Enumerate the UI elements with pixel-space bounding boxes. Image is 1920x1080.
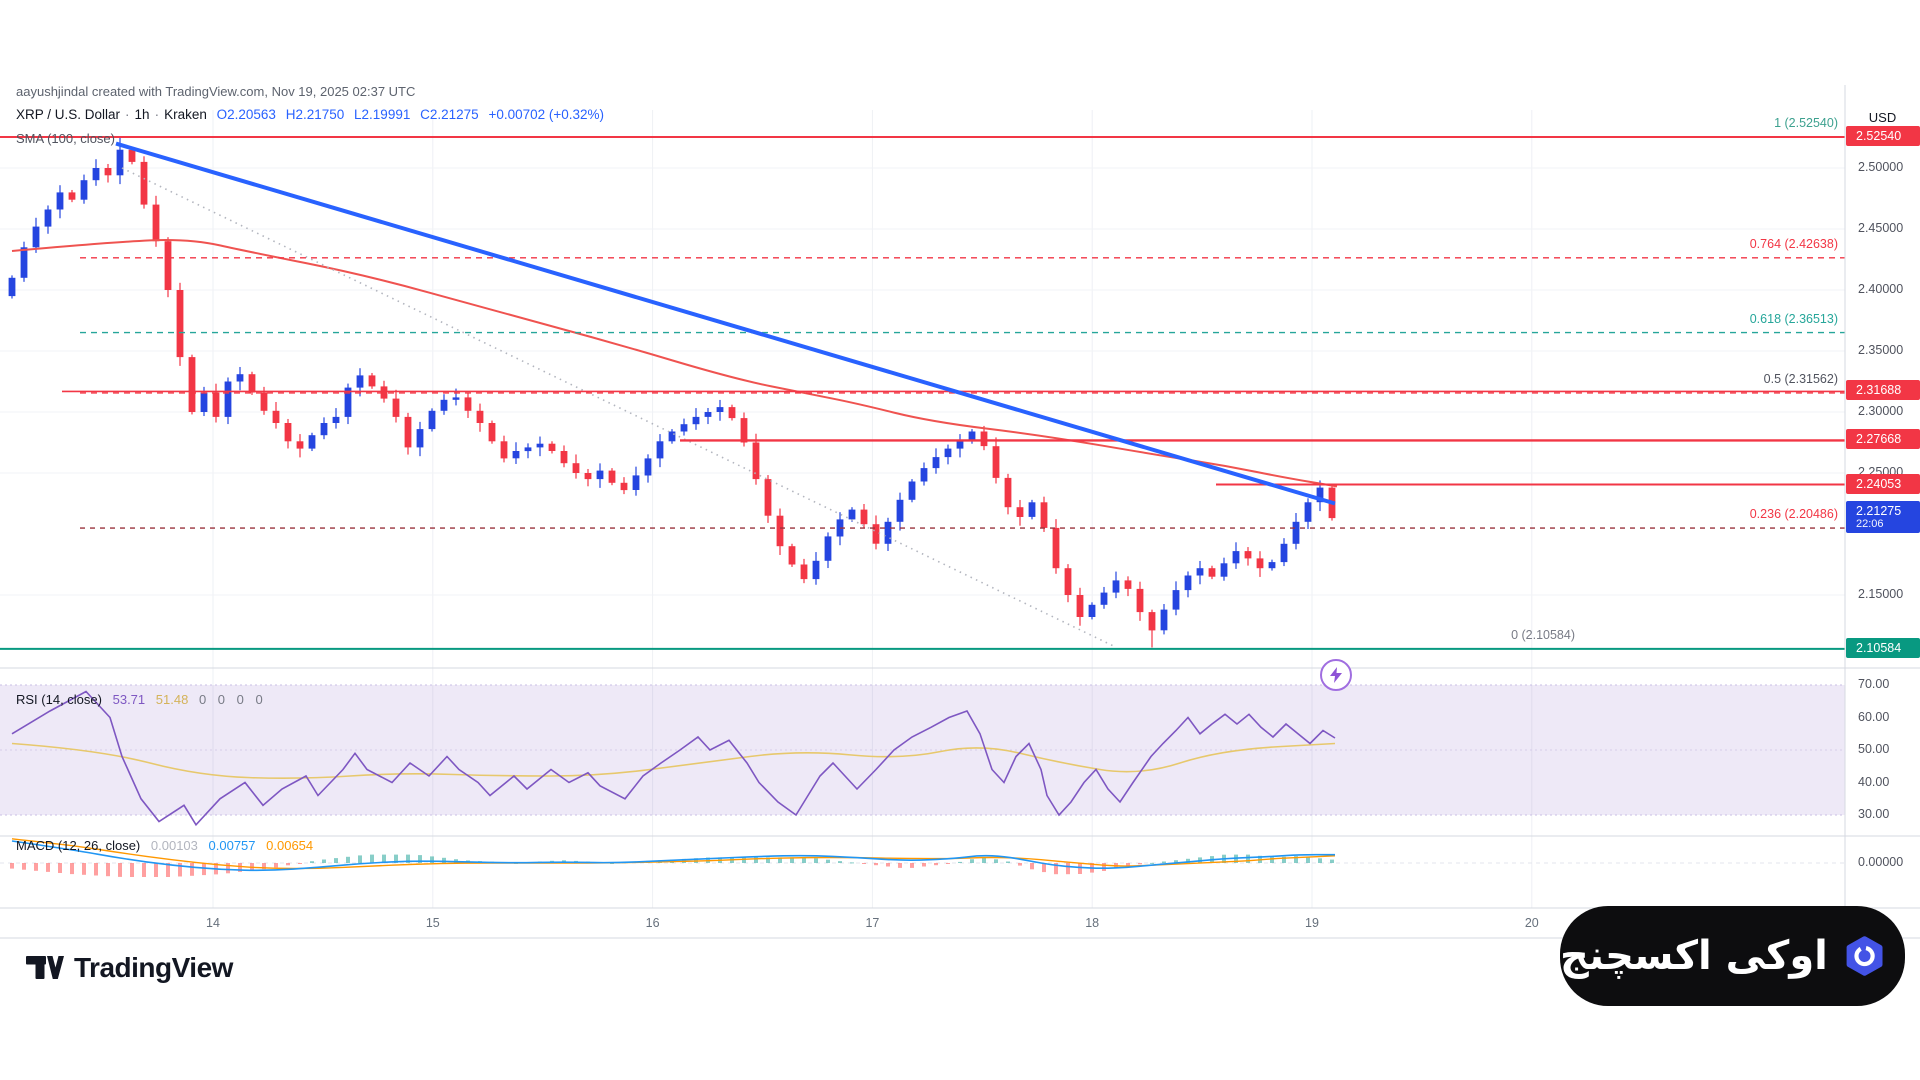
time-tick: 14 (206, 916, 220, 930)
macd-title[interactable]: MACD (12, 26, close) (16, 838, 141, 853)
exchange-logo-icon (1846, 936, 1883, 976)
fib-level-label: 0.764 (2.42638) (1749, 236, 1838, 251)
tradingview-logo[interactable]: TradingView (26, 952, 233, 984)
price-badge: 2.24053 (1846, 473, 1920, 494)
symbol-legend[interactable]: XRP / U.S. Dollar · 1h · Kraken O2.20563 H2.… (16, 107, 604, 122)
symbol-exchange[interactable]: Kraken (164, 107, 207, 122)
time-tick: 17 (865, 916, 880, 930)
time-tick: 20 (1524, 916, 1539, 930)
rsi-tick: 40.00 (1858, 774, 1890, 789)
macd-line-value: 0.00757 (208, 838, 256, 853)
rsi-legend[interactable]: RSI (14, close) 53.71 51.48 0 0 0 0 (16, 692, 267, 707)
price-badge: 2.52540 (1846, 126, 1920, 146)
fib-level-label: 0.618 (2.36513) (1749, 311, 1838, 326)
time-tick: 19 (1305, 916, 1319, 930)
ohlc-close: C2.21275 (420, 107, 479, 122)
time-tick: 18 (1085, 916, 1100, 930)
separator-dot: · (125, 107, 130, 122)
exchange-banner-text: اوکی اکسچنج (1560, 933, 1828, 979)
rsi-value: 53.71 (112, 692, 146, 707)
ohlc-high: H2.21750 (285, 107, 345, 122)
exchange-banner: اوکی اکسچنج (1560, 906, 1905, 1006)
time-tick: 15 (425, 916, 440, 930)
tradingview-glyph-icon (26, 956, 64, 979)
separator-dot: · (154, 107, 160, 122)
price-tick: 2.30000 (1858, 404, 1904, 418)
attribution-text: aayushjindal created with TradingView.co… (16, 84, 416, 99)
symbol-name[interactable]: XRP / U.S. Dollar (16, 107, 121, 122)
macd-legend[interactable]: MACD (12, 26, close) 0.00103 0.00757 0.0… (16, 838, 313, 853)
price-change: +0.00702 (+0.32%) (488, 107, 605, 122)
lightning-icon[interactable] (1320, 659, 1352, 691)
tradingview-wordmark: TradingView (74, 952, 233, 983)
fib-level-label: 0 (2.10584) (1511, 627, 1575, 642)
rsi-tick: 70.00 (1858, 677, 1890, 691)
fib-level-label: 0.5 (2.31562) (1763, 371, 1838, 386)
price-badge: 2.27668 (1846, 429, 1920, 450)
time-tick: 16 (645, 916, 660, 930)
price-badge: 2.21275 22:06 (1846, 501, 1920, 534)
macd-signal-value: 0.00654 (266, 838, 314, 853)
price-scale-currency[interactable]: USD (1868, 110, 1897, 125)
ohlc-open: O2.20563 (216, 107, 276, 122)
rsi-tick: 30.00 (1858, 807, 1890, 821)
fib-level-label: 0.236 (2.20486) (1749, 507, 1838, 522)
macd-hist-value: 0.00103 (150, 838, 198, 853)
symbol-interval[interactable]: 1h (134, 107, 150, 122)
price-badge: 2.31688 (1846, 380, 1920, 401)
rsi-extra-values: 0 0 0 0 (198, 692, 267, 707)
price-tick: 2.45000 (1858, 221, 1904, 235)
rsi-tick: 50.00 (1858, 742, 1890, 756)
macd-tick: 0.00000 (1858, 855, 1904, 869)
price-tick: 2.40000 (1858, 282, 1904, 296)
fib-level-label: 1 (2.52540) (1774, 116, 1838, 130)
price-tick: 2.35000 (1858, 343, 1904, 357)
ohlc-low: L2.19991 (354, 107, 411, 122)
rsi-ma-value: 51.48 (155, 692, 189, 707)
rsi-title[interactable]: RSI (14, close) (16, 692, 102, 707)
price-tick: 2.50000 (1858, 160, 1904, 174)
price-badge: 2.10584 (1846, 637, 1920, 658)
rsi-tick: 60.00 (1858, 709, 1890, 724)
sma-legend[interactable]: SMA (100, close) (16, 131, 115, 146)
price-tick: 2.15000 (1858, 587, 1904, 601)
